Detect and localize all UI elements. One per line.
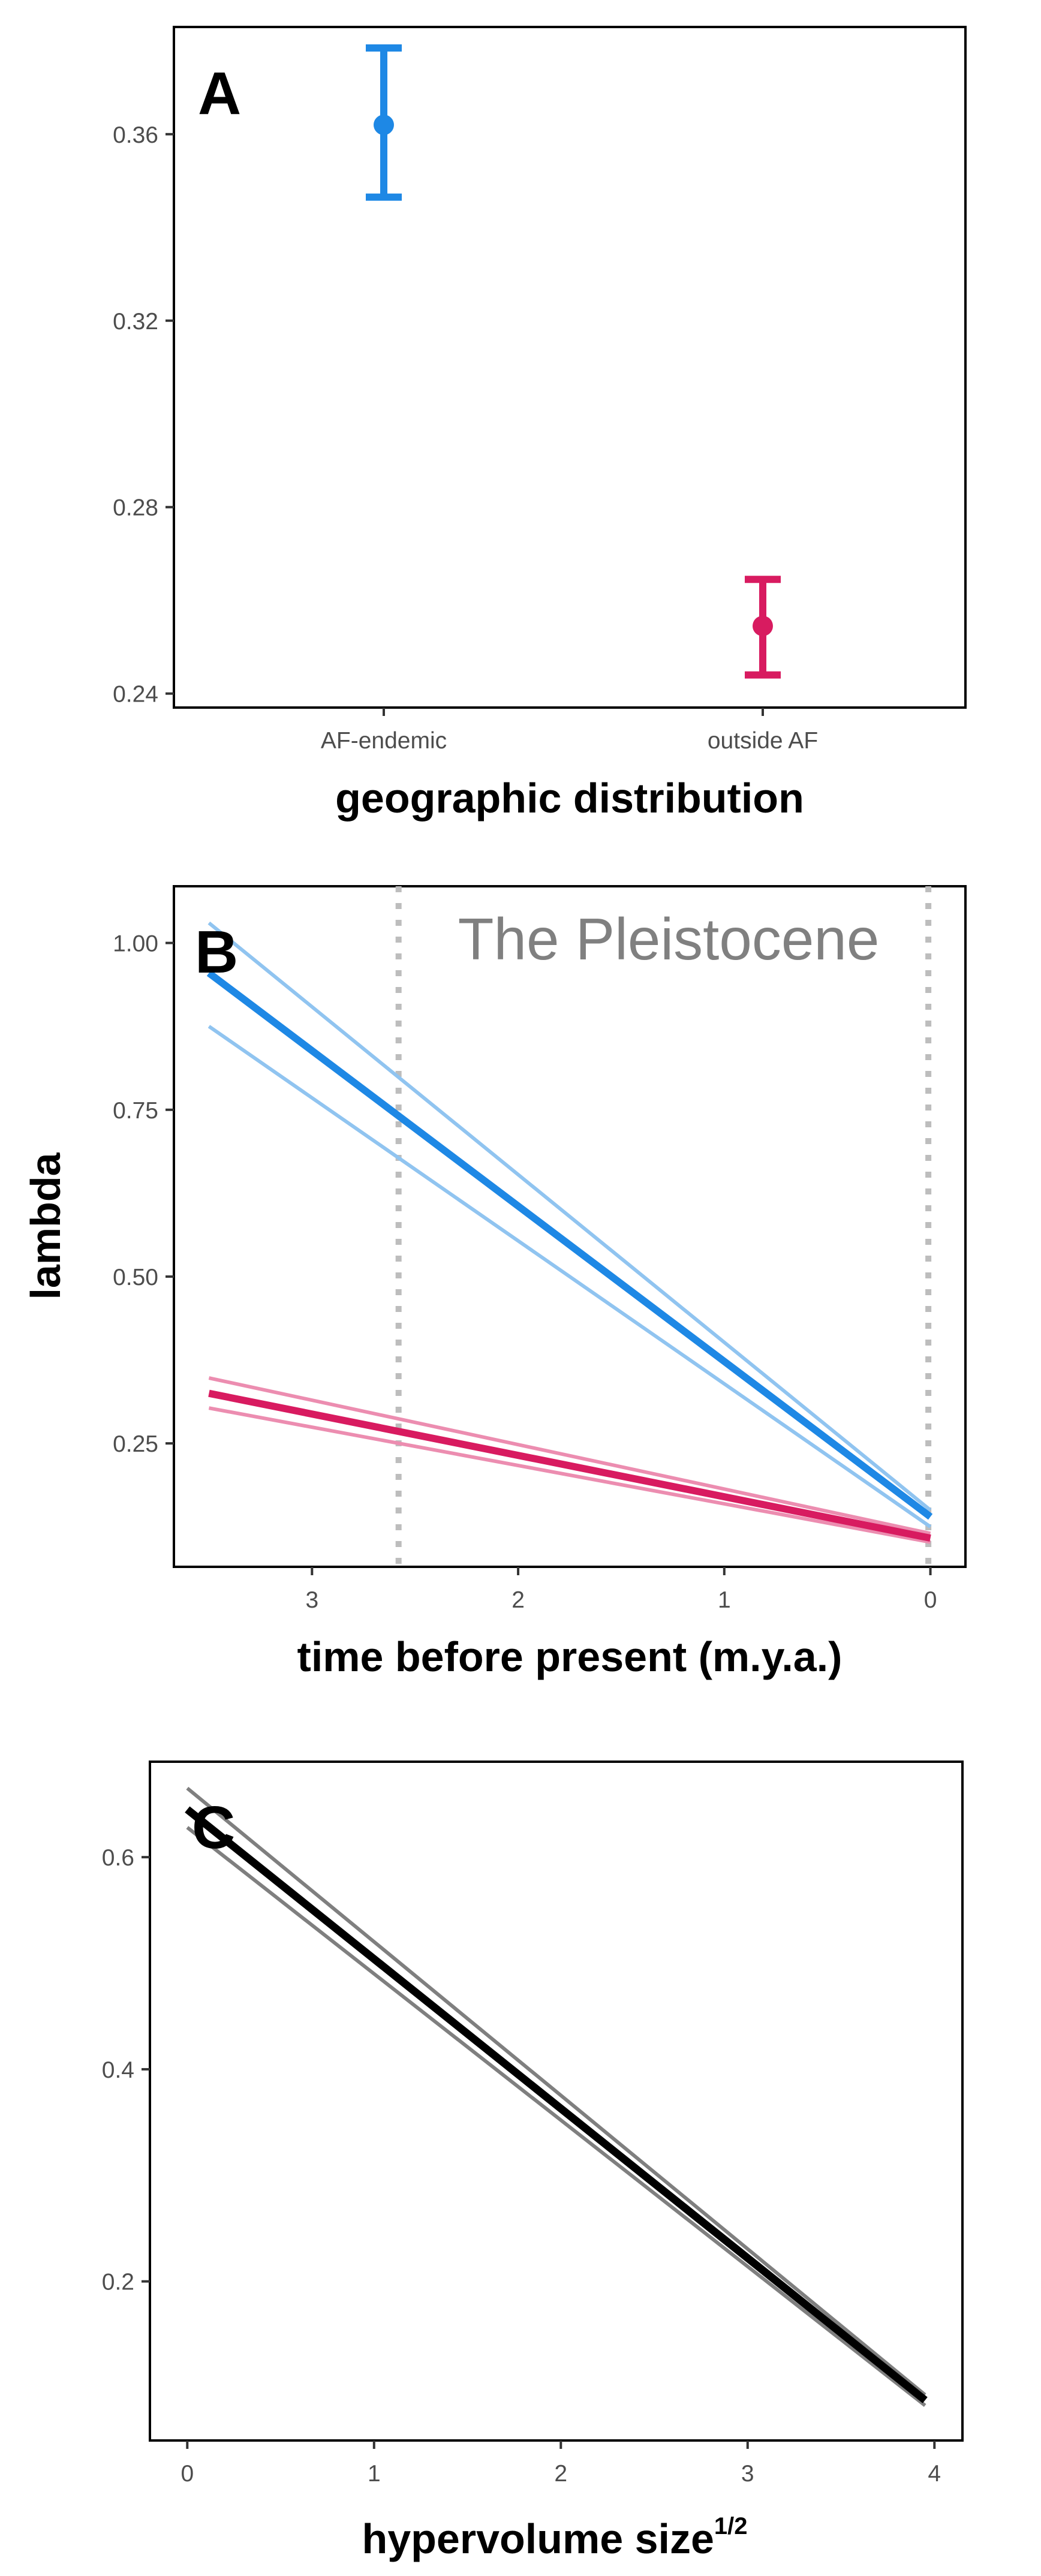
series-line bbox=[185, 1806, 928, 2403]
x-tick-label: 1 bbox=[718, 1587, 731, 1613]
panel-a-frame bbox=[173, 26, 967, 709]
panel-c-x-axis-title-superscript: 1/2 bbox=[714, 2513, 748, 2539]
y-tick-label: 0.50 bbox=[113, 1265, 158, 1290]
y-tick-label: 1.00 bbox=[113, 931, 158, 957]
panel-a-label: A bbox=[198, 60, 241, 127]
point-estimate bbox=[374, 115, 394, 136]
confidence-band-upper bbox=[207, 921, 932, 1512]
x-tick-label: 0 bbox=[924, 1587, 937, 1613]
panel-b-y-axis-title: lambda bbox=[22, 1152, 69, 1299]
y-tick-label: 0.2 bbox=[102, 2270, 134, 2295]
confidence-band-upper bbox=[186, 1786, 926, 2397]
panel-c-y-axis: 0.2 0.4 0.6 bbox=[102, 1845, 150, 2295]
panel-c-label: C bbox=[192, 1794, 235, 1861]
panel-a-x-axis-title: geographic distribution bbox=[335, 775, 804, 821]
confidence-band-lower bbox=[208, 1406, 931, 1544]
confidence-band-lower bbox=[186, 1826, 926, 2407]
confidence-band-upper bbox=[208, 1376, 931, 1536]
panel-c-marks bbox=[185, 1786, 928, 2407]
series-line bbox=[206, 970, 933, 1520]
panel-a: A 0.240.280.320.36 AF-endemic outside AF … bbox=[113, 26, 967, 821]
panel-b-label: B bbox=[195, 919, 238, 986]
y-tick-label: 0.6 bbox=[102, 1845, 134, 1871]
x-tick-label: 1 bbox=[368, 2461, 381, 2487]
pleistocene-annotation: The Pleistocene bbox=[458, 906, 880, 972]
series-line bbox=[208, 1389, 931, 1542]
x-tick-label: 4 bbox=[928, 2461, 941, 2487]
panel-c: 0.2 0.4 0.6 0 1 2 3 4 C hypervolume size1/2 bbox=[102, 1761, 964, 2562]
panel-c-x-axis-title-main: hypervolume size bbox=[362, 2515, 714, 2562]
panel-b-x-axis-title: time before present (m.y.a.) bbox=[297, 1633, 843, 1680]
panel-b-frame bbox=[173, 885, 967, 1568]
x-tick-label: outside AF bbox=[708, 728, 818, 754]
x-tick-label: AF-endemic bbox=[321, 728, 447, 754]
x-tick-label: 0 bbox=[180, 2461, 194, 2487]
x-tick-label: 2 bbox=[512, 1587, 525, 1613]
panel-b-y-axis: 0.25 0.50 0.75 1.00 bbox=[113, 931, 174, 1457]
point-estimate bbox=[753, 615, 773, 636]
x-tick-label: 3 bbox=[305, 1587, 318, 1613]
y-tick-label: 0.4 bbox=[102, 2057, 134, 2083]
panel-a-y-axis: 0.24 0.28 0.32 0.36 bbox=[113, 122, 174, 708]
confidence-band-lower bbox=[207, 1025, 932, 1528]
panel-c-x-axis: 0 1 2 3 4 bbox=[180, 2440, 941, 2487]
panel-a-x-axis: AF-endemic outside AF bbox=[321, 708, 818, 754]
panel-b-marks bbox=[206, 921, 933, 1544]
panel-c-x-axis-title: hypervolume size1/2 bbox=[362, 2513, 747, 2562]
y-tick-label: 0.36 bbox=[113, 122, 158, 148]
y-tick-label: 0.32 bbox=[113, 309, 158, 335]
y-tick-label: 0.75 bbox=[113, 1098, 158, 1124]
panel-b-reference-lines bbox=[395, 886, 932, 1567]
panel-b-x-axis: 3 2 1 0 bbox=[305, 1567, 937, 1613]
x-tick-label: 3 bbox=[741, 2461, 754, 2487]
y-tick-label: 0.28 bbox=[113, 495, 158, 521]
panel-a-marks bbox=[366, 44, 781, 679]
panel-c-frame bbox=[149, 1761, 964, 2442]
y-tick-label: 0.25 bbox=[113, 1431, 158, 1457]
y-tick-label: 0.24 bbox=[113, 682, 158, 708]
x-tick-label: 2 bbox=[554, 2461, 567, 2487]
